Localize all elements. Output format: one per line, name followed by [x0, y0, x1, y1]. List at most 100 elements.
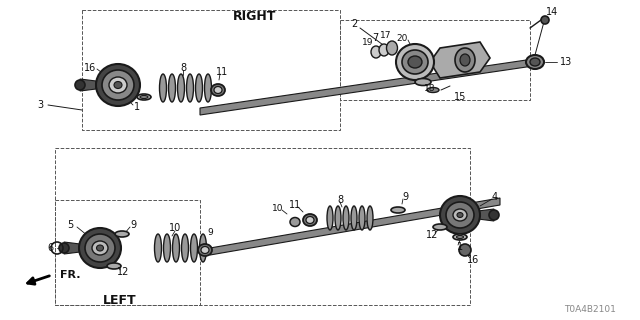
Ellipse shape: [303, 214, 317, 226]
Ellipse shape: [163, 234, 170, 262]
Text: 19: 19: [362, 37, 374, 46]
Text: 7: 7: [372, 33, 378, 43]
Text: 9: 9: [207, 228, 213, 236]
Ellipse shape: [455, 48, 475, 72]
Ellipse shape: [367, 206, 373, 230]
Ellipse shape: [379, 44, 389, 56]
Ellipse shape: [177, 74, 184, 102]
Ellipse shape: [453, 209, 467, 221]
Ellipse shape: [335, 206, 341, 230]
Text: 14: 14: [546, 7, 558, 17]
Ellipse shape: [453, 234, 467, 240]
Ellipse shape: [327, 206, 333, 230]
Ellipse shape: [214, 86, 222, 93]
Ellipse shape: [168, 74, 175, 102]
Text: 16: 16: [84, 63, 96, 73]
Text: 9: 9: [130, 220, 136, 230]
Text: 11: 11: [216, 67, 228, 77]
Ellipse shape: [182, 234, 189, 262]
Ellipse shape: [415, 78, 431, 85]
Text: 12: 12: [426, 230, 438, 240]
Text: 20: 20: [396, 34, 408, 43]
Text: 11: 11: [289, 200, 301, 210]
Ellipse shape: [530, 58, 540, 66]
Ellipse shape: [159, 74, 166, 102]
Text: 3: 3: [37, 100, 43, 110]
Polygon shape: [478, 209, 494, 221]
Ellipse shape: [195, 74, 202, 102]
Ellipse shape: [114, 82, 122, 89]
Ellipse shape: [391, 207, 405, 213]
Ellipse shape: [526, 55, 544, 69]
Ellipse shape: [290, 218, 300, 227]
Ellipse shape: [198, 244, 212, 256]
Ellipse shape: [343, 206, 349, 230]
Ellipse shape: [154, 234, 161, 262]
Ellipse shape: [433, 224, 447, 230]
Text: 2: 2: [351, 19, 357, 29]
Ellipse shape: [140, 95, 148, 99]
Ellipse shape: [186, 74, 193, 102]
Text: 8: 8: [180, 63, 186, 73]
Text: T0A4B2101: T0A4B2101: [564, 306, 616, 315]
Text: 4: 4: [492, 192, 498, 202]
Circle shape: [59, 243, 69, 253]
Text: 15: 15: [454, 92, 466, 102]
Text: LEFT: LEFT: [103, 293, 137, 307]
Text: 13: 13: [560, 57, 572, 67]
Text: FR.: FR.: [60, 270, 81, 280]
Text: 9: 9: [402, 192, 408, 202]
Ellipse shape: [351, 206, 357, 230]
Text: 12: 12: [117, 267, 129, 277]
Ellipse shape: [446, 202, 474, 228]
Text: 18: 18: [424, 84, 436, 92]
Ellipse shape: [92, 241, 108, 255]
Text: 1: 1: [457, 242, 463, 252]
Polygon shape: [430, 42, 490, 78]
Ellipse shape: [200, 234, 207, 262]
Text: 10: 10: [272, 204, 284, 212]
Ellipse shape: [456, 236, 463, 238]
Ellipse shape: [460, 54, 470, 66]
Ellipse shape: [201, 246, 209, 253]
Polygon shape: [210, 198, 500, 255]
Ellipse shape: [173, 234, 179, 262]
Polygon shape: [200, 58, 540, 115]
Ellipse shape: [408, 56, 422, 68]
Ellipse shape: [96, 64, 140, 106]
Polygon shape: [80, 79, 96, 91]
Circle shape: [459, 244, 471, 256]
Circle shape: [489, 210, 499, 220]
Ellipse shape: [457, 212, 463, 218]
Ellipse shape: [306, 217, 314, 223]
Ellipse shape: [396, 44, 434, 80]
Text: 5: 5: [67, 220, 73, 230]
Ellipse shape: [359, 206, 365, 230]
Ellipse shape: [109, 77, 127, 93]
Text: RIGHT: RIGHT: [234, 10, 276, 22]
Ellipse shape: [427, 87, 439, 92]
Text: 10: 10: [169, 223, 181, 233]
Text: 17: 17: [380, 30, 392, 39]
Circle shape: [541, 16, 549, 24]
Polygon shape: [64, 242, 80, 254]
Ellipse shape: [79, 228, 121, 268]
Ellipse shape: [102, 70, 134, 100]
Ellipse shape: [440, 196, 480, 234]
Ellipse shape: [211, 84, 225, 96]
Ellipse shape: [402, 50, 428, 74]
Ellipse shape: [387, 41, 397, 55]
Text: 16: 16: [467, 255, 479, 265]
Text: 6: 6: [47, 243, 53, 253]
Text: 1: 1: [134, 102, 140, 112]
Text: 8: 8: [337, 195, 343, 205]
Ellipse shape: [107, 263, 121, 269]
Ellipse shape: [115, 231, 129, 237]
Ellipse shape: [137, 94, 151, 100]
Ellipse shape: [191, 234, 198, 262]
Ellipse shape: [371, 46, 381, 58]
Ellipse shape: [85, 234, 115, 262]
Ellipse shape: [97, 245, 104, 251]
Circle shape: [75, 80, 85, 90]
Ellipse shape: [205, 74, 211, 102]
